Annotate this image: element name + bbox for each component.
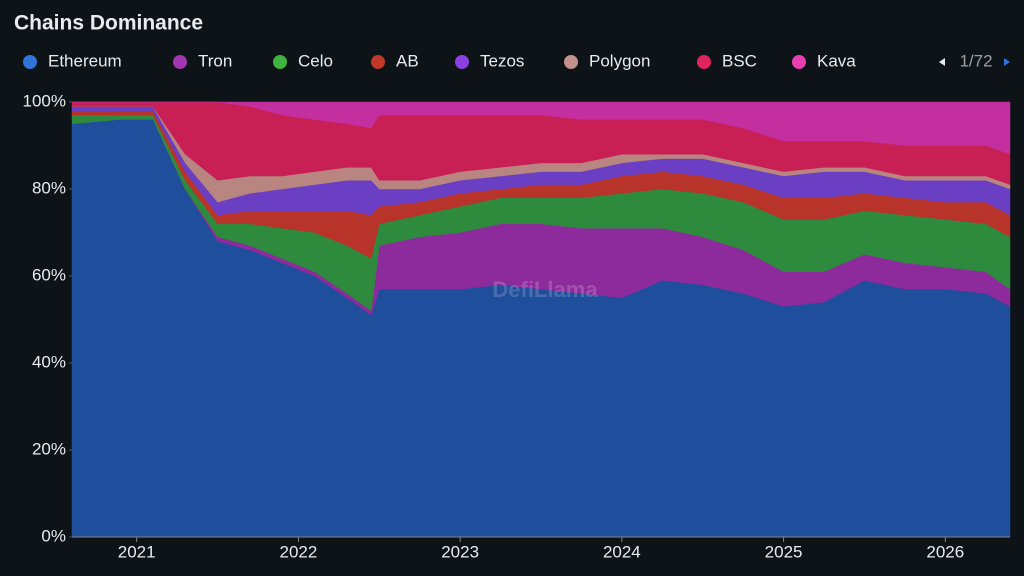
y-tick-label: 0% [41, 526, 66, 545]
legend: Ethereum Tron Celo AB Tezos Polygon BSC Kava [23, 51, 856, 70]
x-tick-label: 2026 [926, 542, 964, 561]
x-tick-label: 2023 [441, 542, 479, 561]
legend-swatch [273, 55, 287, 69]
area [72, 101, 1011, 155]
x-tick-label: 2025 [765, 542, 803, 561]
legend-label[interactable]: Polygon [589, 51, 650, 70]
legend-next[interactable] [1004, 58, 1010, 66]
legend-label[interactable]: Kava [817, 51, 856, 70]
watermark: DefiLlama [492, 277, 598, 302]
x-tick-label: 2022 [279, 542, 317, 561]
legend-swatch [371, 55, 385, 69]
y-tick-label: 80% [32, 178, 66, 197]
legend-swatch [564, 55, 578, 69]
legend-label[interactable]: Tezos [480, 51, 524, 70]
legend-label[interactable]: Celo [298, 51, 333, 70]
plot-area [71, 101, 1011, 538]
chart-title: Chains Dominance [14, 12, 203, 35]
legend-swatch [792, 55, 806, 69]
y-tick-label: 100% [23, 91, 66, 110]
legend-page: 1/72 [959, 51, 992, 70]
x-tick-label: 2024 [603, 542, 641, 561]
legend-swatch [455, 55, 469, 69]
y-tick-label: 20% [32, 439, 66, 458]
y-tick-label: 60% [32, 265, 66, 284]
legend-label[interactable]: AB [396, 51, 419, 70]
legend-label[interactable]: Ethereum [48, 51, 122, 70]
x-tick-label: 2021 [118, 542, 156, 561]
legend-swatch [697, 55, 711, 69]
legend-swatch [23, 55, 37, 69]
legend-prev[interactable] [939, 58, 945, 66]
legend-label[interactable]: BSC [722, 51, 757, 70]
legend-label[interactable]: Tron [198, 51, 232, 70]
y-tick-label: 40% [32, 352, 66, 371]
legend-swatch [173, 55, 187, 69]
